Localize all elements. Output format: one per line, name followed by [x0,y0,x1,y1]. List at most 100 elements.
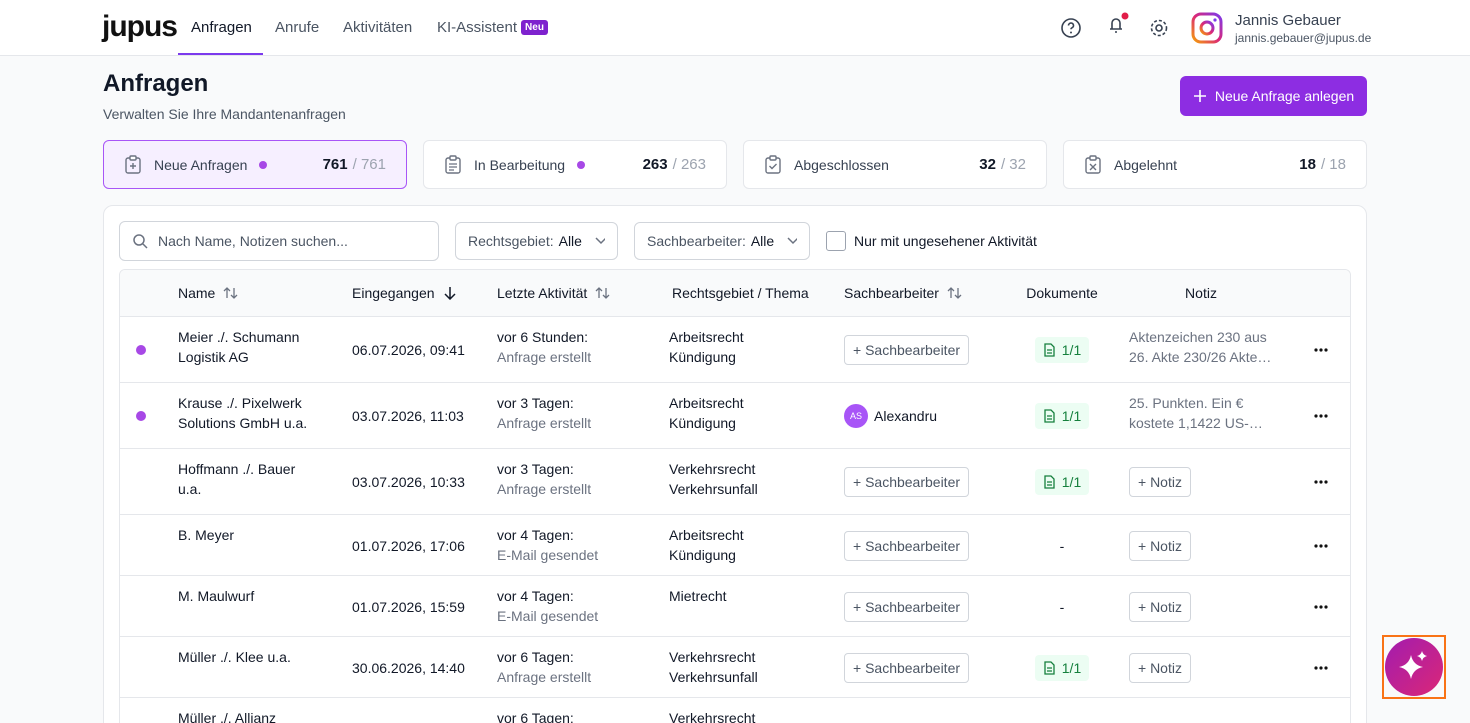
column-header[interactable]: Eingegangen [352,270,458,316]
tab-count: 761/ 761 [323,156,386,173]
avatar[interactable] [1191,12,1223,44]
client-name: M. Maulwurf [178,588,255,604]
status-tab[interactable]: In Bearbeitung 263/ 263 [423,140,727,189]
date-cell: 06.07.2026, 09:41 [352,317,465,383]
column-header[interactable]: Name [178,270,238,316]
legal-area: Arbeitsrecht [669,527,744,543]
table-row[interactable]: M. Maulwurf 01.07.2026, 15:59 vor 4 Tagen:… [120,575,1350,637]
documents-badge[interactable]: 1/1 [1034,469,1090,495]
area-cell: Arbeitsrecht Kündigung [669,393,829,433]
client-name: Hoffmann ./. Bauer u.a. [178,461,296,497]
activity-time: vor 6 Tagen: [497,710,574,723]
row-menu [1313,576,1329,637]
more-icon [1313,414,1329,418]
add-assignee-button[interactable]: + Sachbearbeiter [844,652,970,683]
column-header: Dokumente [1000,270,1124,316]
tab-icon-svg [765,154,781,174]
table-row[interactable]: Müller ./. Allianz vor 6 Tagen: Verkehrsre… [120,697,1350,723]
add-note-button[interactable]: + Notiz [1129,530,1191,561]
name-cell: Krause ./. Pixelwerk Solutions GmbH u.a. [178,393,318,433]
activity-time: vor 3 Tagen: [497,395,574,411]
nav-item[interactable]: Anfragen [191,19,252,36]
add-assignee-button[interactable]: + Sachbearbeiter [844,335,970,365]
settings-icon[interactable] [1148,17,1170,39]
note-cell: Aktenzeichen 230 aus 26. Akte 230/26 Akt… [1129,327,1277,367]
tab-icon-svg [1085,154,1101,174]
add-assignee-button[interactable]: + Sachbearbeiter [844,467,970,497]
total: / 32 [1000,156,1026,173]
column-title: Notiz [1185,285,1217,301]
table-row[interactable]: Meier ./. Schumann Logistik AG 06.07.2026… [120,316,1350,383]
more-icon-svg [1314,604,1328,609]
column-header[interactable]: Sachbearbeiter [844,270,962,316]
more-icon [1313,665,1329,670]
activity-time: vor 3 Tagen: [497,461,574,477]
checkbox-label: Nur mit ungesehener Aktivität [854,233,1037,249]
name-cell: Müller ./. Klee u.a. [178,647,318,667]
activity-cell: vor 3 Tagen: Anfrage erstellt [497,459,657,499]
sachbearbeiter-filter[interactable]: Sachbearbeiter: Alle [634,222,810,260]
rechtsgebiet-filter[interactable]: Rechtsgebiet: Alle [455,222,618,260]
activity-time: vor 4 Tagen: [497,588,574,604]
more-icon-svg [1314,414,1328,418]
total: / 263 [672,156,706,173]
assignee-cell: AS Alexandru [844,383,937,449]
assignee-cell: + Sachbearbeiter [844,637,970,698]
total: / 18 [1320,156,1346,173]
chevron [787,237,797,245]
documents-count: 1/1 [1061,342,1082,358]
total: / 761 [352,156,386,173]
date-cell: 01.07.2026, 17:06 [352,515,465,576]
legal-area: Arbeitsrecht [669,329,744,345]
nav-item[interactable]: Anrufe [275,19,319,36]
add-assignee-button[interactable]: + Sachbearbeiter [844,530,970,561]
help-icon[interactable] [1060,17,1082,39]
client-name: Müller ./. Klee u.a. [178,649,291,665]
note-text: Aktenzeichen 230 aus 26. Akte 230/26 Akt… [1129,329,1272,365]
status-tab[interactable]: Neue Anfragen 761/ 761 [103,140,407,189]
column-header[interactable]: Letzte Aktivität [497,270,610,316]
client-name: Meier ./. Schumann Logistik AG [178,329,300,365]
activity-time: vor 6 Stunden: [497,329,589,345]
notification-icon[interactable] [1104,10,1132,38]
status-tab[interactable]: Abgeschlossen 32/ 32 [743,140,1047,189]
date-cell: 30.06.2026, 14:40 [352,637,465,698]
checkbox[interactable] [826,231,846,251]
tab-icon-svg [125,154,141,174]
received-date: 01.07.2026, 17:06 [352,537,465,554]
area-cell: Arbeitsrecht Kündigung [669,525,829,565]
search-placeholder: Nach Name, Notizen suchen... [158,233,348,249]
new-request-button[interactable]: Neue Anfrage anlegen [1180,76,1367,116]
activity-text: Anfrage erstellt [497,669,592,685]
nav-item[interactable]: Aktivitäten [343,19,412,36]
documents-badge[interactable]: 1/1 [1034,403,1090,429]
table-row[interactable]: Müller ./. Klee u.a. 30.06.2026, 14:40 vor… [120,636,1350,698]
received-date: 03.07.2026, 10:33 [352,474,465,490]
search-input[interactable]: Nach Name, Notizen suchen... [119,221,439,261]
sort-icon-svg [595,287,610,299]
count: 263 [642,156,668,173]
nav-item[interactable]: KI-Assistent Neu [437,19,548,36]
row-menu [1313,637,1329,698]
table-row[interactable]: Hoffmann ./. Bauer u.a. 03.07.2026, 10:33… [120,448,1350,514]
plus-icon [1193,90,1206,102]
topic: Kündigung [669,349,736,365]
add-note-button[interactable]: + Notiz [1129,652,1191,683]
ai-assistant-button[interactable] [1384,637,1444,697]
documents-badge[interactable]: 1/1 [1034,654,1090,681]
logo[interactable]: jupus [102,10,178,43]
area-cell: Verkehrsrecht Verkehrsunfall [669,647,829,687]
navbar: jupus Jannis Gebauer jannis.gebauer@jupu… [0,0,1470,56]
add-assignee-button[interactable]: + Sachbearbeiter [844,591,970,622]
documents-badge[interactable]: 1/1 [1034,337,1090,363]
no-documents: - [1059,598,1065,615]
table-row[interactable]: B. Meyer 01.07.2026, 17:06 vor 4 Tagen: E-M… [120,514,1350,576]
assignee-cell: + Sachbearbeiter [844,317,970,383]
tab-icon [1084,154,1102,175]
add-note-button[interactable]: + Notiz [1129,467,1191,497]
table-row[interactable]: Krause ./. Pixelwerk Solutions GmbH u.a.… [120,382,1350,449]
unread-dot [259,160,268,169]
status-tab[interactable]: Abgelehnt 18/ 18 [1063,140,1367,189]
add-note-button[interactable]: + Notiz [1129,591,1191,622]
